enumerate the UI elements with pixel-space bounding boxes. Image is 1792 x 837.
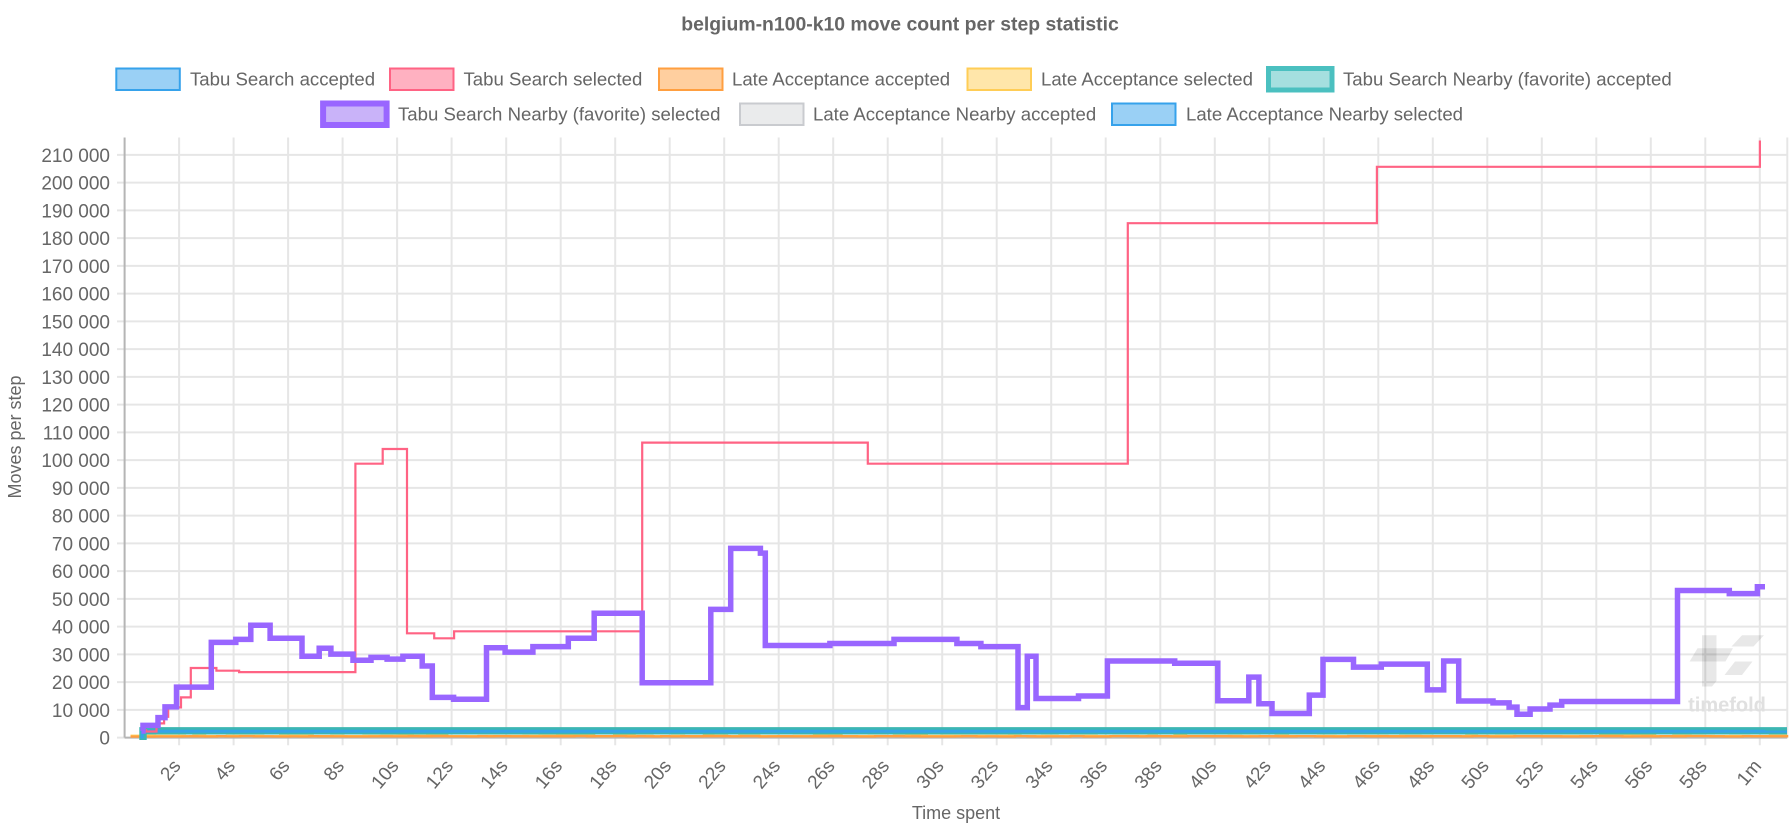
svg-text:90 000: 90 000: [52, 479, 110, 500]
svg-text:60 000: 60 000: [52, 562, 110, 583]
svg-text:Late Acceptance selected: Late Acceptance selected: [1041, 69, 1253, 90]
svg-text:190 000: 190 000: [41, 201, 110, 222]
svg-text:170 000: 170 000: [41, 257, 110, 278]
svg-text:120 000: 120 000: [41, 396, 110, 417]
svg-text:100 000: 100 000: [41, 451, 110, 472]
svg-text:Tabu Search Nearby (favorite): Tabu Search Nearby (favorite) selected: [398, 104, 720, 125]
svg-text:80 000: 80 000: [52, 507, 110, 528]
svg-text:200 000: 200 000: [41, 174, 110, 195]
svg-text:130 000: 130 000: [41, 368, 110, 389]
svg-text:Tabu Search selected: Tabu Search selected: [464, 69, 643, 90]
svg-text:180 000: 180 000: [41, 229, 110, 250]
svg-text:timefold: timefold: [1688, 695, 1766, 717]
svg-text:Tabu Search Nearby (favorite): Tabu Search Nearby (favorite) accepted: [1343, 69, 1672, 90]
svg-text:30 000: 30 000: [52, 645, 110, 666]
svg-text:20 000: 20 000: [52, 673, 110, 694]
svg-text:Late Acceptance accepted: Late Acceptance accepted: [732, 69, 950, 90]
svg-text:110 000: 110 000: [43, 423, 110, 444]
svg-text:Moves per step: Moves per step: [5, 375, 25, 498]
svg-text:50 000: 50 000: [52, 590, 110, 611]
svg-text:70 000: 70 000: [52, 534, 110, 555]
svg-text:160 000: 160 000: [41, 285, 110, 306]
svg-text:140 000: 140 000: [41, 340, 110, 361]
svg-text:40 000: 40 000: [52, 618, 110, 639]
svg-text:Time spent: Time spent: [912, 803, 1000, 823]
svg-text:Tabu Search accepted: Tabu Search accepted: [190, 69, 375, 90]
svg-text:10 000: 10 000: [52, 701, 110, 722]
svg-text:0: 0: [99, 729, 110, 750]
svg-text:Late Acceptance Nearby selecte: Late Acceptance Nearby selected: [1186, 104, 1463, 125]
svg-text:150 000: 150 000: [41, 312, 110, 333]
svg-text:210 000: 210 000: [41, 146, 110, 167]
svg-text:Late Acceptance Nearby accepte: Late Acceptance Nearby accepted: [813, 104, 1096, 125]
svg-text:belgium-n100-k10 move count pe: belgium-n100-k10 move count per step sta…: [681, 14, 1119, 36]
